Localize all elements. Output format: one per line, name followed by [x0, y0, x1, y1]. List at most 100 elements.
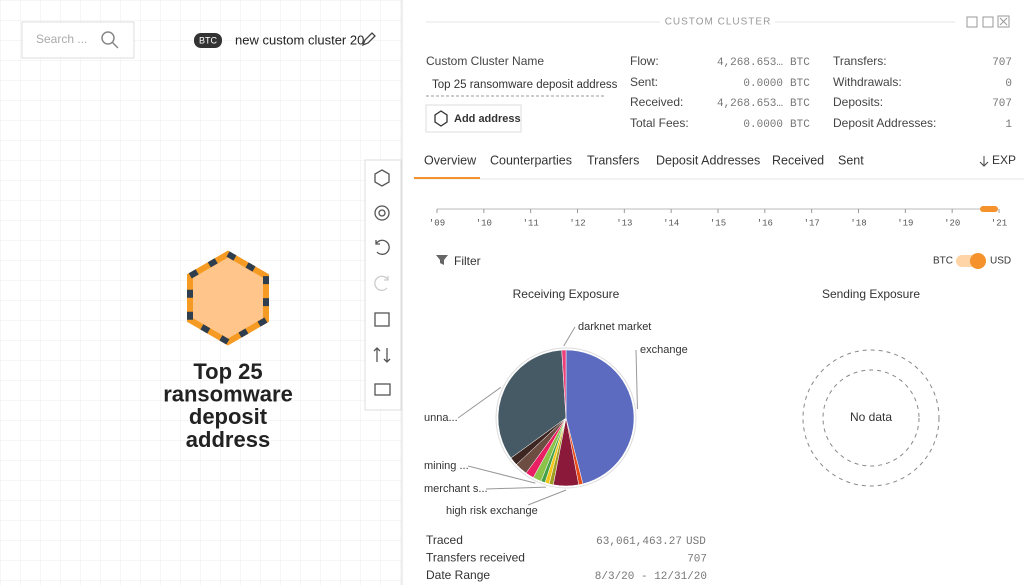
- cluster-name: new custom cluster 20: [235, 32, 364, 47]
- add-address-btn[interactable]: [425, 104, 522, 133]
- toggle-left: BTC: [933, 256, 953, 267]
- slice-label: merchant s...: [424, 483, 488, 495]
- tool-redo[interactable]: [374, 275, 389, 291]
- stat-unit: BTC: [790, 57, 810, 69]
- stat-unit: BTC: [790, 119, 810, 131]
- restore-btn[interactable]: [982, 16, 994, 28]
- node-hexagon[interactable]: [187, 250, 269, 346]
- field-label: Custom Cluster Name: [426, 54, 544, 68]
- search-box[interactable]: [21, 21, 135, 59]
- tab[interactable]: Received: [772, 153, 824, 167]
- slice-label: unna...: [424, 412, 458, 424]
- stat-value: 0.0000: [743, 119, 783, 131]
- tool-calendar[interactable]: [374, 312, 390, 327]
- pie-slice: [561, 349, 567, 419]
- stat-label: Received:: [630, 95, 683, 109]
- no-data: No data: [850, 410, 892, 424]
- toolbar: [364, 159, 402, 411]
- timeline-label: '16: [757, 218, 773, 228]
- tool-target: [378, 209, 386, 217]
- btn-icon: [434, 110, 448, 127]
- timeline-label: '12: [569, 218, 585, 228]
- stat-unit: BTC: [790, 78, 810, 90]
- timeline-label: '15: [710, 218, 726, 228]
- edit-icon[interactable]: [361, 32, 376, 47]
- timeline-label: '13: [616, 218, 632, 228]
- tool-undo[interactable]: [375, 239, 390, 255]
- filter-btn[interactable]: Filter: [454, 254, 481, 268]
- count-value: 707: [992, 98, 1012, 110]
- filter-icon: [436, 255, 448, 265]
- timeline-label: '17: [804, 218, 820, 228]
- export-icon: [979, 156, 989, 167]
- summary-label: Traced: [426, 533, 463, 547]
- leader-line: [485, 486, 546, 490]
- timeline-label: '19: [897, 218, 913, 228]
- tab[interactable]: Overview: [424, 153, 477, 167]
- count-value: 0: [1005, 78, 1012, 90]
- timeline-label: '11: [523, 218, 539, 228]
- tab-indicator: [414, 177, 480, 179]
- stat-value: 4,268.653…: [717, 98, 783, 110]
- timeline-label: '10: [476, 218, 492, 228]
- tab[interactable]: Deposit Addresses: [656, 153, 760, 167]
- tool-keyboard[interactable]: [374, 383, 391, 396]
- tool-hexagon[interactable]: [374, 169, 390, 187]
- node-label: ransomware: [163, 382, 293, 407]
- leader-line: [467, 465, 536, 484]
- export-btn[interactable]: EXP: [992, 153, 1016, 167]
- chart-title: Receiving Exposure: [513, 287, 620, 301]
- panel-title: CUSTOM CLUSTER: [665, 17, 772, 28]
- count-label: Deposits:: [833, 95, 883, 109]
- node-label: deposit: [189, 404, 268, 429]
- tab[interactable]: Counterparties: [490, 153, 572, 167]
- summary-value: 8/3/20 - 12/31/20: [595, 571, 707, 583]
- leader-line: [527, 489, 567, 506]
- stat-label: Flow:: [630, 54, 659, 68]
- sending-title: Sending Exposure: [822, 287, 920, 301]
- close-btn[interactable]: [997, 15, 1010, 28]
- slice-label: mining ...: [424, 460, 469, 472]
- count-label: Transfers:: [833, 54, 887, 68]
- stat-unit: BTC: [790, 98, 810, 110]
- node-label: address: [186, 427, 270, 452]
- summary-label: Date Range: [426, 568, 490, 582]
- summary-value: 707: [687, 553, 707, 565]
- pie-ring: [495, 347, 637, 489]
- slice-label: high risk exchange: [446, 505, 538, 517]
- slice-label: darknet market: [578, 321, 651, 333]
- node-label: Top 25: [193, 359, 262, 384]
- tool-target[interactable]: [374, 205, 390, 221]
- minimize-btn[interactable]: [966, 16, 978, 28]
- timeline-label: '09: [429, 218, 445, 228]
- search-icon: [101, 31, 115, 45]
- tab[interactable]: Sent: [838, 153, 864, 167]
- name-input[interactable]: Top 25 ransomware deposit address: [432, 79, 618, 91]
- stat-value: 0.0000: [743, 78, 783, 90]
- toggle-knob[interactable]: [970, 253, 986, 269]
- stat-value: 4,268.653…: [717, 57, 783, 69]
- stat-label: Sent:: [630, 75, 658, 89]
- stat-label: Total Fees:: [630, 116, 689, 130]
- leader-line: [563, 326, 576, 347]
- tab[interactable]: Transfers: [587, 153, 639, 167]
- slice-label: exchange: [640, 344, 688, 356]
- timeline-label: '20: [944, 218, 960, 228]
- count-label: Deposit Addresses:: [833, 116, 936, 130]
- summary-unit: USD: [686, 536, 706, 548]
- leader-line: [635, 349, 638, 409]
- timeline-handle[interactable]: [980, 206, 998, 212]
- empty-ring: [802, 349, 940, 487]
- side-panel: [402, 0, 1024, 585]
- search-icon: [111, 41, 119, 49]
- count-value: 707: [992, 57, 1012, 69]
- close-icon: [999, 17, 1008, 26]
- pie-slice: [565, 349, 635, 485]
- empty-ring: [822, 369, 920, 467]
- count-label: Withdrawals:: [833, 75, 902, 89]
- tool-sort[interactable]: [373, 347, 391, 363]
- timeline-label: '18: [850, 218, 866, 228]
- timeline-label: '14: [663, 218, 679, 228]
